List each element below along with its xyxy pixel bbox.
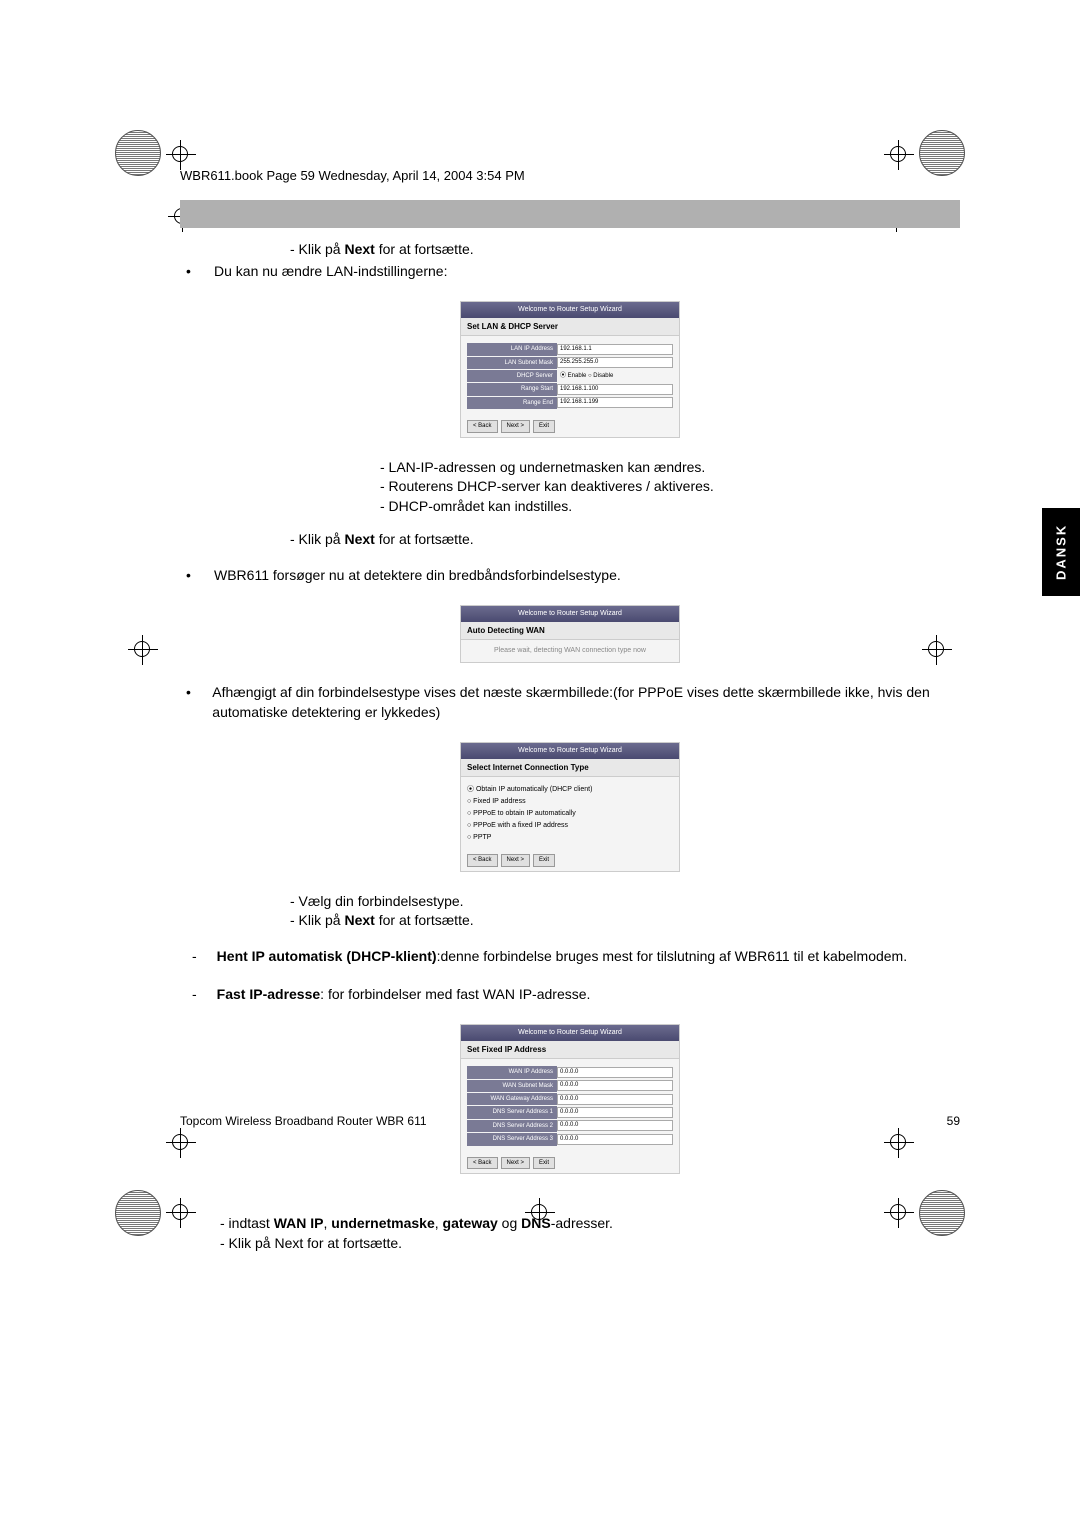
- page-header: WBR611.book Page 59 Wednesday, April 14,…: [180, 168, 525, 183]
- language-tab: DANSK: [1042, 508, 1080, 596]
- wizard-subtitle: Auto Detecting WAN: [461, 622, 679, 640]
- bullet-item: - Fast IP-adresse: for forbindelser med …: [192, 985, 960, 1005]
- corner-decoration: [919, 130, 965, 176]
- wizard-title: Welcome to Router Setup Wizard: [461, 606, 679, 622]
- gray-bar: [180, 200, 960, 228]
- radio-option[interactable]: ○ PPPoE to obtain IP automatically: [467, 809, 673, 819]
- exit-button[interactable]: Exit: [533, 420, 555, 432]
- next-button[interactable]: Next >: [501, 1157, 531, 1169]
- main-content: - Klik på Next for at fortsætte. • Du ka…: [180, 240, 960, 1253]
- form-row: DNS Server Address 30.0.0.0: [467, 1133, 673, 1145]
- footer-page-num: 59: [947, 1114, 960, 1128]
- wizard-subtitle: Set Fixed IP Address: [461, 1041, 679, 1059]
- wan-ip-input[interactable]: 0.0.0.0: [557, 1067, 673, 1078]
- exit-button[interactable]: Exit: [533, 1157, 555, 1169]
- back-button[interactable]: < Back: [467, 420, 498, 432]
- lan-mask-input[interactable]: 255.255.255.0: [557, 357, 673, 368]
- form-row: Range End192.168.1.199: [467, 397, 673, 409]
- exit-button[interactable]: Exit: [533, 854, 555, 866]
- detecting-text: Please wait, detecting WAN connection ty…: [461, 640, 679, 662]
- corner-decoration: [115, 1190, 161, 1236]
- page-footer: Topcom Wireless Broadband Router WBR 611…: [180, 1114, 960, 1128]
- footer-left: Topcom Wireless Broadband Router WBR 611: [180, 1114, 427, 1128]
- text-line: - Klik på Next for at fortsætte.: [290, 240, 960, 260]
- back-button[interactable]: < Back: [467, 1157, 498, 1169]
- next-button[interactable]: Next >: [501, 420, 531, 432]
- wizard-subtitle: Set LAN & DHCP Server: [461, 318, 679, 336]
- range-start-input[interactable]: 192.168.1.100: [557, 384, 673, 395]
- reg-mark: [166, 140, 196, 170]
- bullet-item: • WBR611 forsøger nu at detektere din br…: [186, 566, 960, 586]
- form-row: WAN Gateway Address0.0.0.0: [467, 1093, 673, 1105]
- form-row: DHCP Server⦿ Enable ○ Disable: [467, 370, 673, 382]
- text-line: - Klik på Next for at fortsætte.: [220, 1234, 960, 1254]
- radio-option[interactable]: ○ PPTP: [467, 833, 673, 843]
- dns3-input[interactable]: 0.0.0.0: [557, 1134, 673, 1145]
- wan-gw-input[interactable]: 0.0.0.0: [557, 1094, 673, 1105]
- radio-option[interactable]: ○ PPPoE with a fixed IP address: [467, 821, 673, 831]
- reg-mark: [128, 635, 158, 665]
- bullet-item: - Hent IP automatisk (DHCP-klient):denne…: [192, 947, 960, 967]
- form-row: WAN IP Address0.0.0.0: [467, 1066, 673, 1078]
- radio-option[interactable]: ⦿ Obtain IP automatically (DHCP client): [467, 785, 673, 795]
- screenshot-auto-detect: Welcome to Router Setup Wizard Auto Dete…: [460, 605, 680, 663]
- wizard-title: Welcome to Router Setup Wizard: [461, 302, 679, 318]
- screenshot-fixed-ip: Welcome to Router Setup Wizard Set Fixed…: [460, 1024, 680, 1174]
- form-row: Range Start192.168.1.100: [467, 383, 673, 395]
- form-row: LAN Subnet Mask255.255.255.0: [467, 357, 673, 369]
- text-block: - Vælg din forbindelsestype. - Klik på N…: [290, 892, 960, 931]
- bullet-item: • Afhængigt af din forbindelsestype vise…: [186, 683, 960, 722]
- back-button[interactable]: < Back: [467, 854, 498, 866]
- lan-ip-input[interactable]: 192.168.1.1: [557, 344, 673, 355]
- wizard-subtitle: Select Internet Connection Type: [461, 759, 679, 777]
- radio-option[interactable]: ○ Fixed IP address: [467, 797, 673, 807]
- wan-mask-input[interactable]: 0.0.0.0: [557, 1080, 673, 1091]
- screenshot-connection-type: Welcome to Router Setup Wizard Select In…: [460, 742, 680, 871]
- text-line: - Klik på Next for at fortsætte.: [290, 530, 960, 550]
- screenshot-lan-dhcp: Welcome to Router Setup Wizard Set LAN &…: [460, 301, 680, 437]
- form-row: WAN Subnet Mask0.0.0.0: [467, 1080, 673, 1092]
- form-row: LAN IP Address192.168.1.1: [467, 343, 673, 355]
- wizard-title: Welcome to Router Setup Wizard: [461, 743, 679, 759]
- next-button[interactable]: Next >: [501, 854, 531, 866]
- dhcp-radio[interactable]: ⦿ Enable ○ Disable: [557, 372, 673, 380]
- corner-decoration: [115, 130, 161, 176]
- range-end-input[interactable]: 192.168.1.199: [557, 397, 673, 408]
- text-block: - LAN-IP-adressen og undernetmasken kan …: [380, 458, 960, 517]
- text-block: - indtast WAN IP, undernetmaske, gateway…: [220, 1214, 960, 1234]
- wizard-title: Welcome to Router Setup Wizard: [461, 1025, 679, 1041]
- reg-mark: [884, 140, 914, 170]
- bullet-item: • Du kan nu ændre LAN-indstillingerne:: [186, 262, 960, 282]
